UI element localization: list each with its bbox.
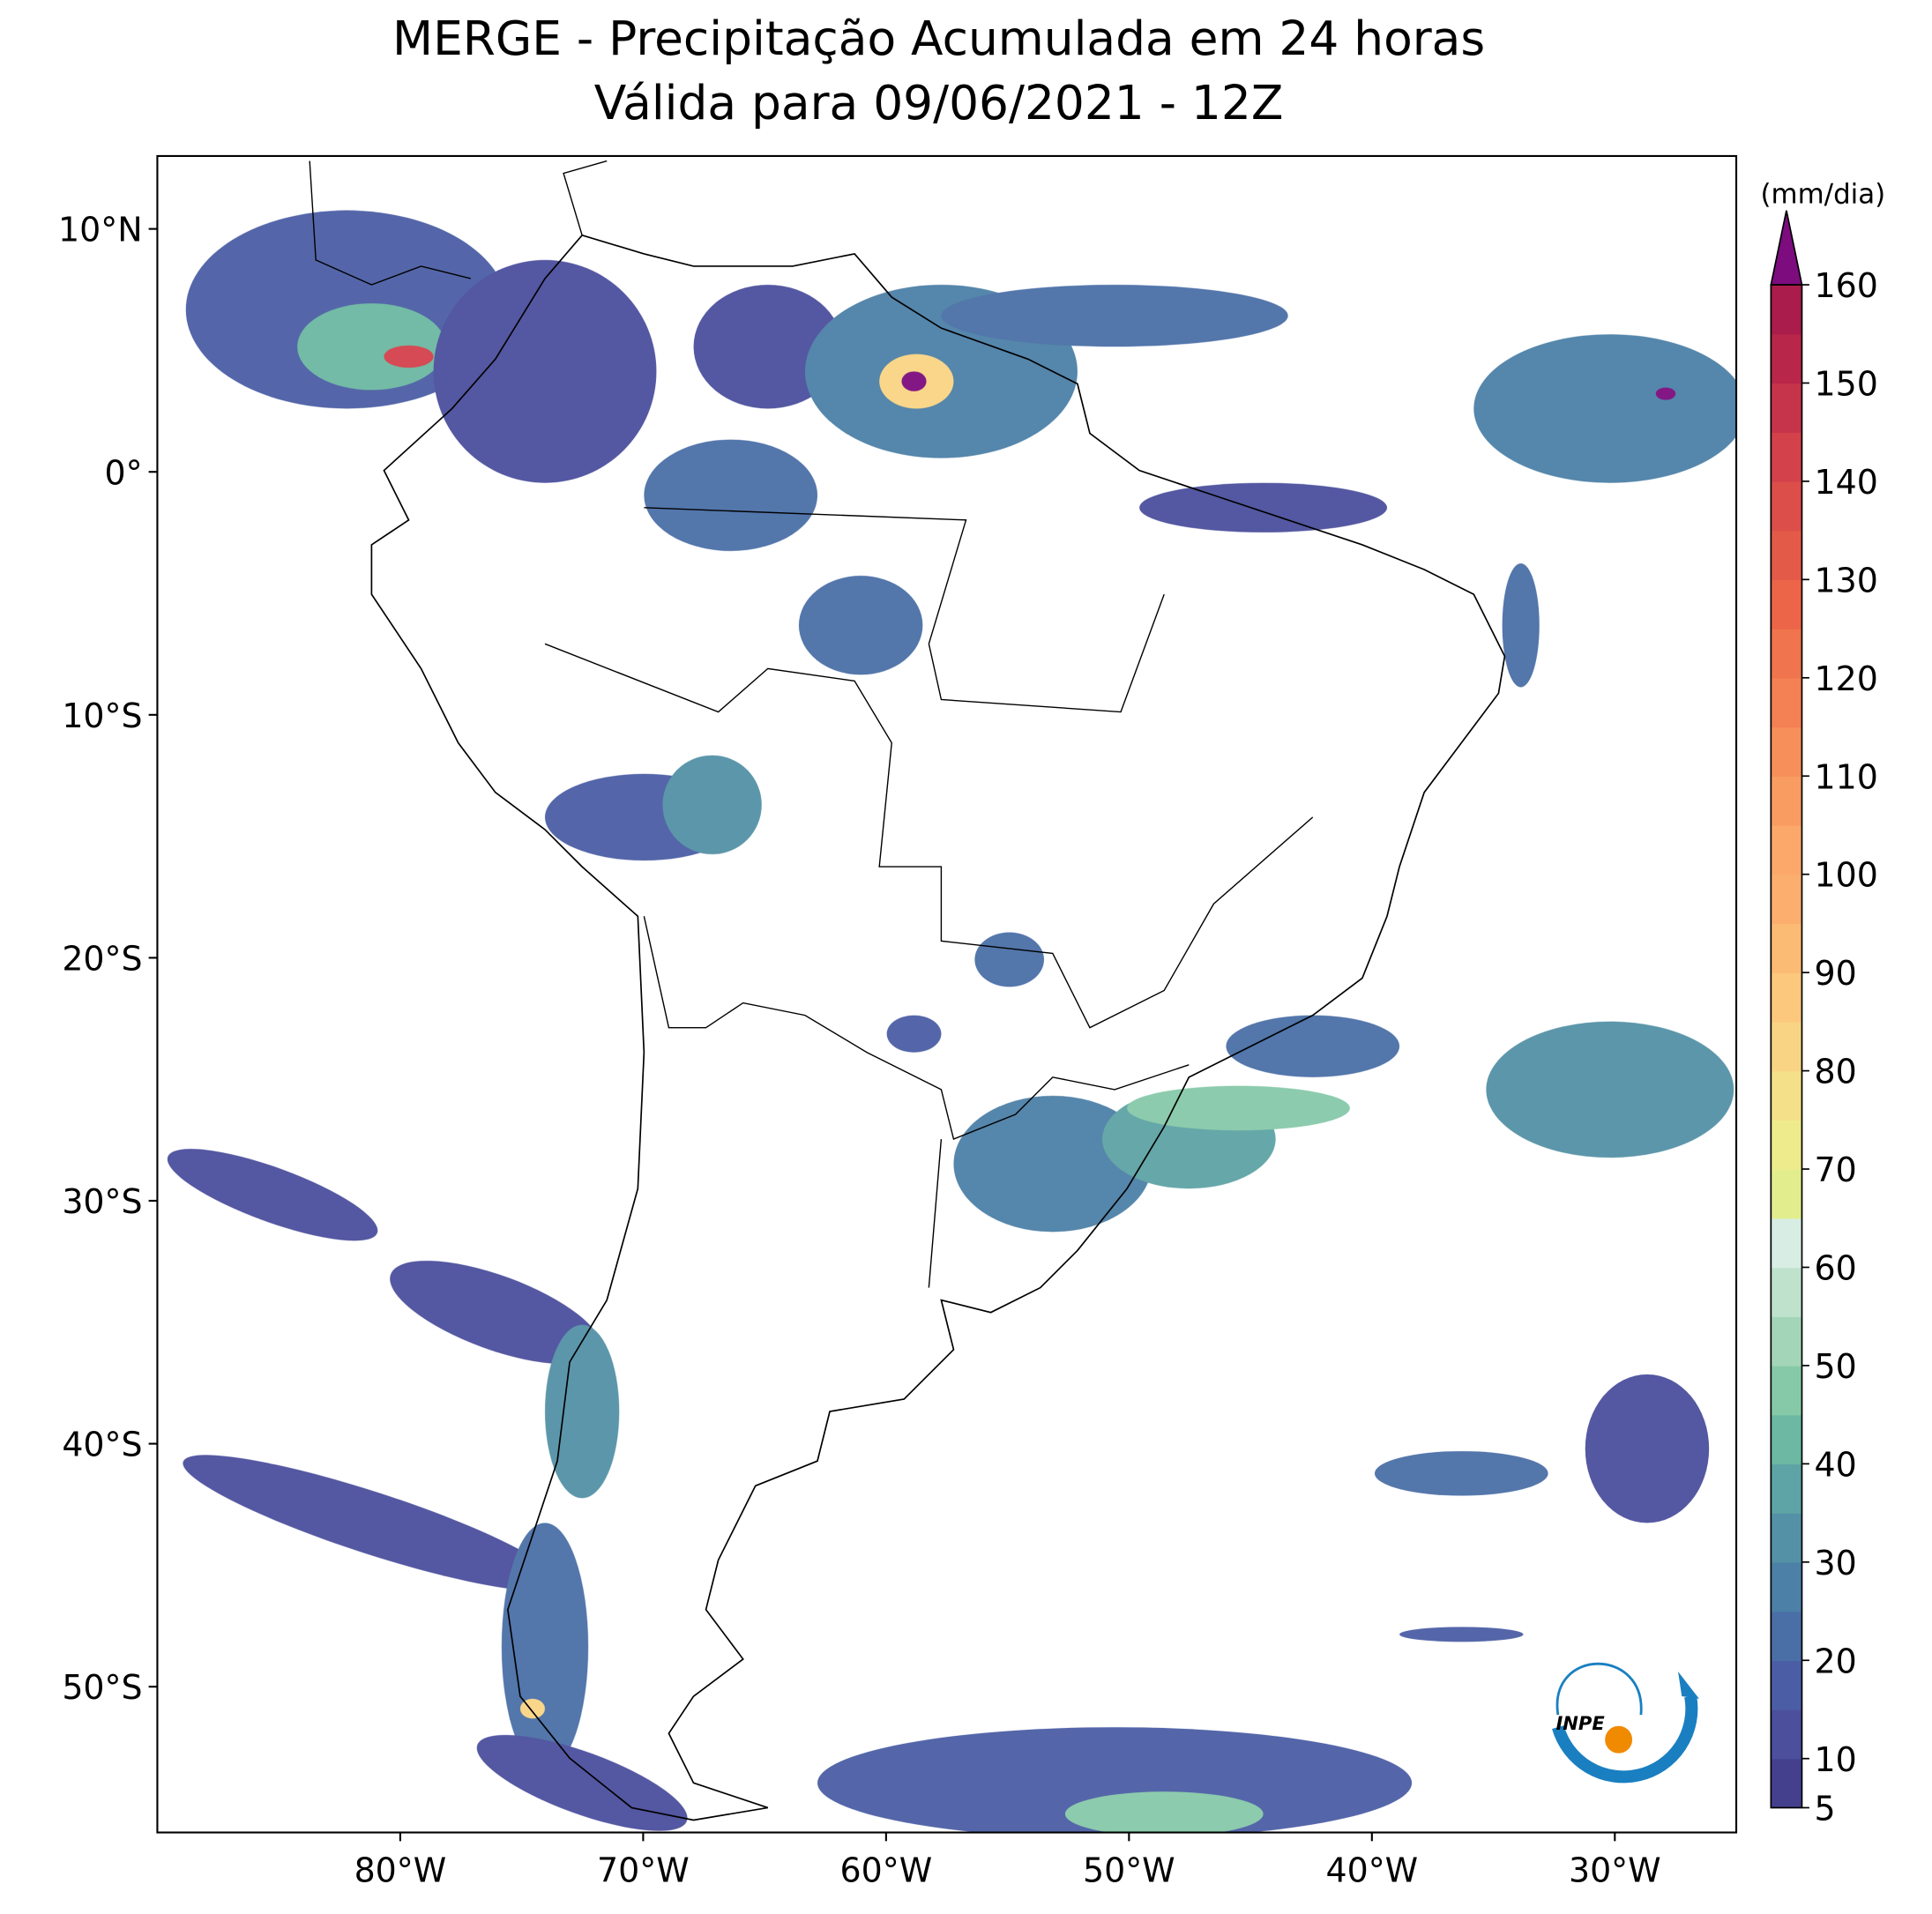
colorbar-band xyxy=(1771,1611,1802,1661)
colorbar-extension xyxy=(1770,210,1803,286)
y-tick-label: 50°S xyxy=(62,1668,142,1707)
colorbar-tick-label: 80 xyxy=(1815,1053,1857,1091)
colorbar-tick-label: 30 xyxy=(1815,1544,1857,1583)
colorbar-band xyxy=(1771,1758,1802,1809)
colorbar-tick-label: 60 xyxy=(1815,1249,1857,1288)
colorbar-band xyxy=(1771,1021,1802,1072)
x-tick-label: 60°W xyxy=(840,1851,933,1890)
colorbar-tick-label: 150 xyxy=(1815,365,1878,404)
logo: INPE xyxy=(1552,1662,1699,1784)
colorbar-tick-label: 160 xyxy=(1815,266,1878,305)
colorbar-band xyxy=(1771,677,1802,728)
colorbar-band xyxy=(1771,1267,1802,1317)
colorbar: 5 10 20 30 40 50 60 70 80 90 100 110 120 130 140 150 160 xyxy=(1770,210,1878,1828)
colorbar-band xyxy=(1771,972,1802,1023)
y-tick-label: 40°S xyxy=(62,1426,142,1464)
colorbar-band xyxy=(1771,1660,1802,1710)
colorbar-band xyxy=(1771,383,1802,433)
colorbar-band xyxy=(1771,1463,1802,1514)
colorbar-band xyxy=(1771,1070,1802,1121)
colorbar-tick-label: 10 xyxy=(1815,1740,1857,1779)
colorbar-label: (mm/dia) xyxy=(1760,178,1885,210)
y-tick-label: 20°S xyxy=(62,939,142,978)
colorbar-tick-label: 100 xyxy=(1815,856,1878,895)
colorbar-tick-label: 130 xyxy=(1815,561,1878,600)
precipitation-field xyxy=(167,160,1737,1833)
colorbar-tick-label: 5 xyxy=(1815,1789,1836,1828)
colorbar-tick-label: 140 xyxy=(1815,463,1878,502)
colorbar-band xyxy=(1771,824,1802,875)
x-tick-label: 40°W xyxy=(1325,1851,1418,1890)
colorbar-band xyxy=(1771,285,1802,335)
colorbar-band xyxy=(1771,1120,1802,1170)
x-tick-label: 80°W xyxy=(354,1851,447,1890)
x-tick-label: 70°W xyxy=(597,1851,690,1890)
colorbar-band xyxy=(1771,480,1802,532)
colorbar-tick-label: 110 xyxy=(1815,757,1878,796)
axes: 80°W 70°W 60°W 50°W 40°W 30°W 10°N 0° 10°S 20°S 30… xyxy=(58,211,1661,1890)
colorbar-tick-label: 20 xyxy=(1815,1642,1857,1680)
y-tick-label: 10°N xyxy=(58,211,143,249)
colorbar-band xyxy=(1771,530,1802,581)
colorbar-tick-label: 120 xyxy=(1815,659,1878,698)
x-tick-label: 50°W xyxy=(1083,1851,1175,1890)
logo-text: INPE xyxy=(1555,1712,1605,1734)
colorbar-band xyxy=(1771,1709,1802,1760)
colorbar-band xyxy=(1771,432,1802,482)
map-frame xyxy=(156,154,1738,1834)
colorbar-band xyxy=(1771,874,1802,925)
colorbar-band xyxy=(1771,333,1802,384)
colorbar-band xyxy=(1771,1169,1802,1219)
title-line: Válida para 09/06/2021 - 12Z xyxy=(594,75,1284,130)
colorbar-tick-label: 40 xyxy=(1815,1445,1857,1484)
y-tick-label: 0° xyxy=(104,453,142,492)
x-tick-label: 30°W xyxy=(1569,1851,1661,1890)
colorbar-band xyxy=(1771,629,1802,679)
y-tick-label: 10°S xyxy=(62,696,142,735)
colorbar-band xyxy=(1771,1316,1802,1367)
colorbar-band xyxy=(1771,726,1802,777)
colorbar-band xyxy=(1771,1513,1802,1563)
colorbar-band xyxy=(1771,1414,1802,1465)
colorbar-band xyxy=(1771,579,1802,629)
colorbar-frame xyxy=(1770,284,1803,1809)
colorbar-band xyxy=(1771,1561,1802,1612)
colorbar-tick-label: 50 xyxy=(1815,1347,1857,1386)
colorbar-band xyxy=(1771,1365,1802,1416)
colorbar-tick-label: 70 xyxy=(1815,1151,1857,1189)
colorbar-band xyxy=(1771,1218,1802,1269)
y-tick-label: 30°S xyxy=(62,1182,142,1221)
colorbar-band xyxy=(1771,776,1802,826)
colorbar-tick-label: 90 xyxy=(1815,954,1857,993)
colorbar-band xyxy=(1771,923,1802,973)
title-line: MERGE - Precipitação Acumulada em 24 hor… xyxy=(392,11,1485,66)
